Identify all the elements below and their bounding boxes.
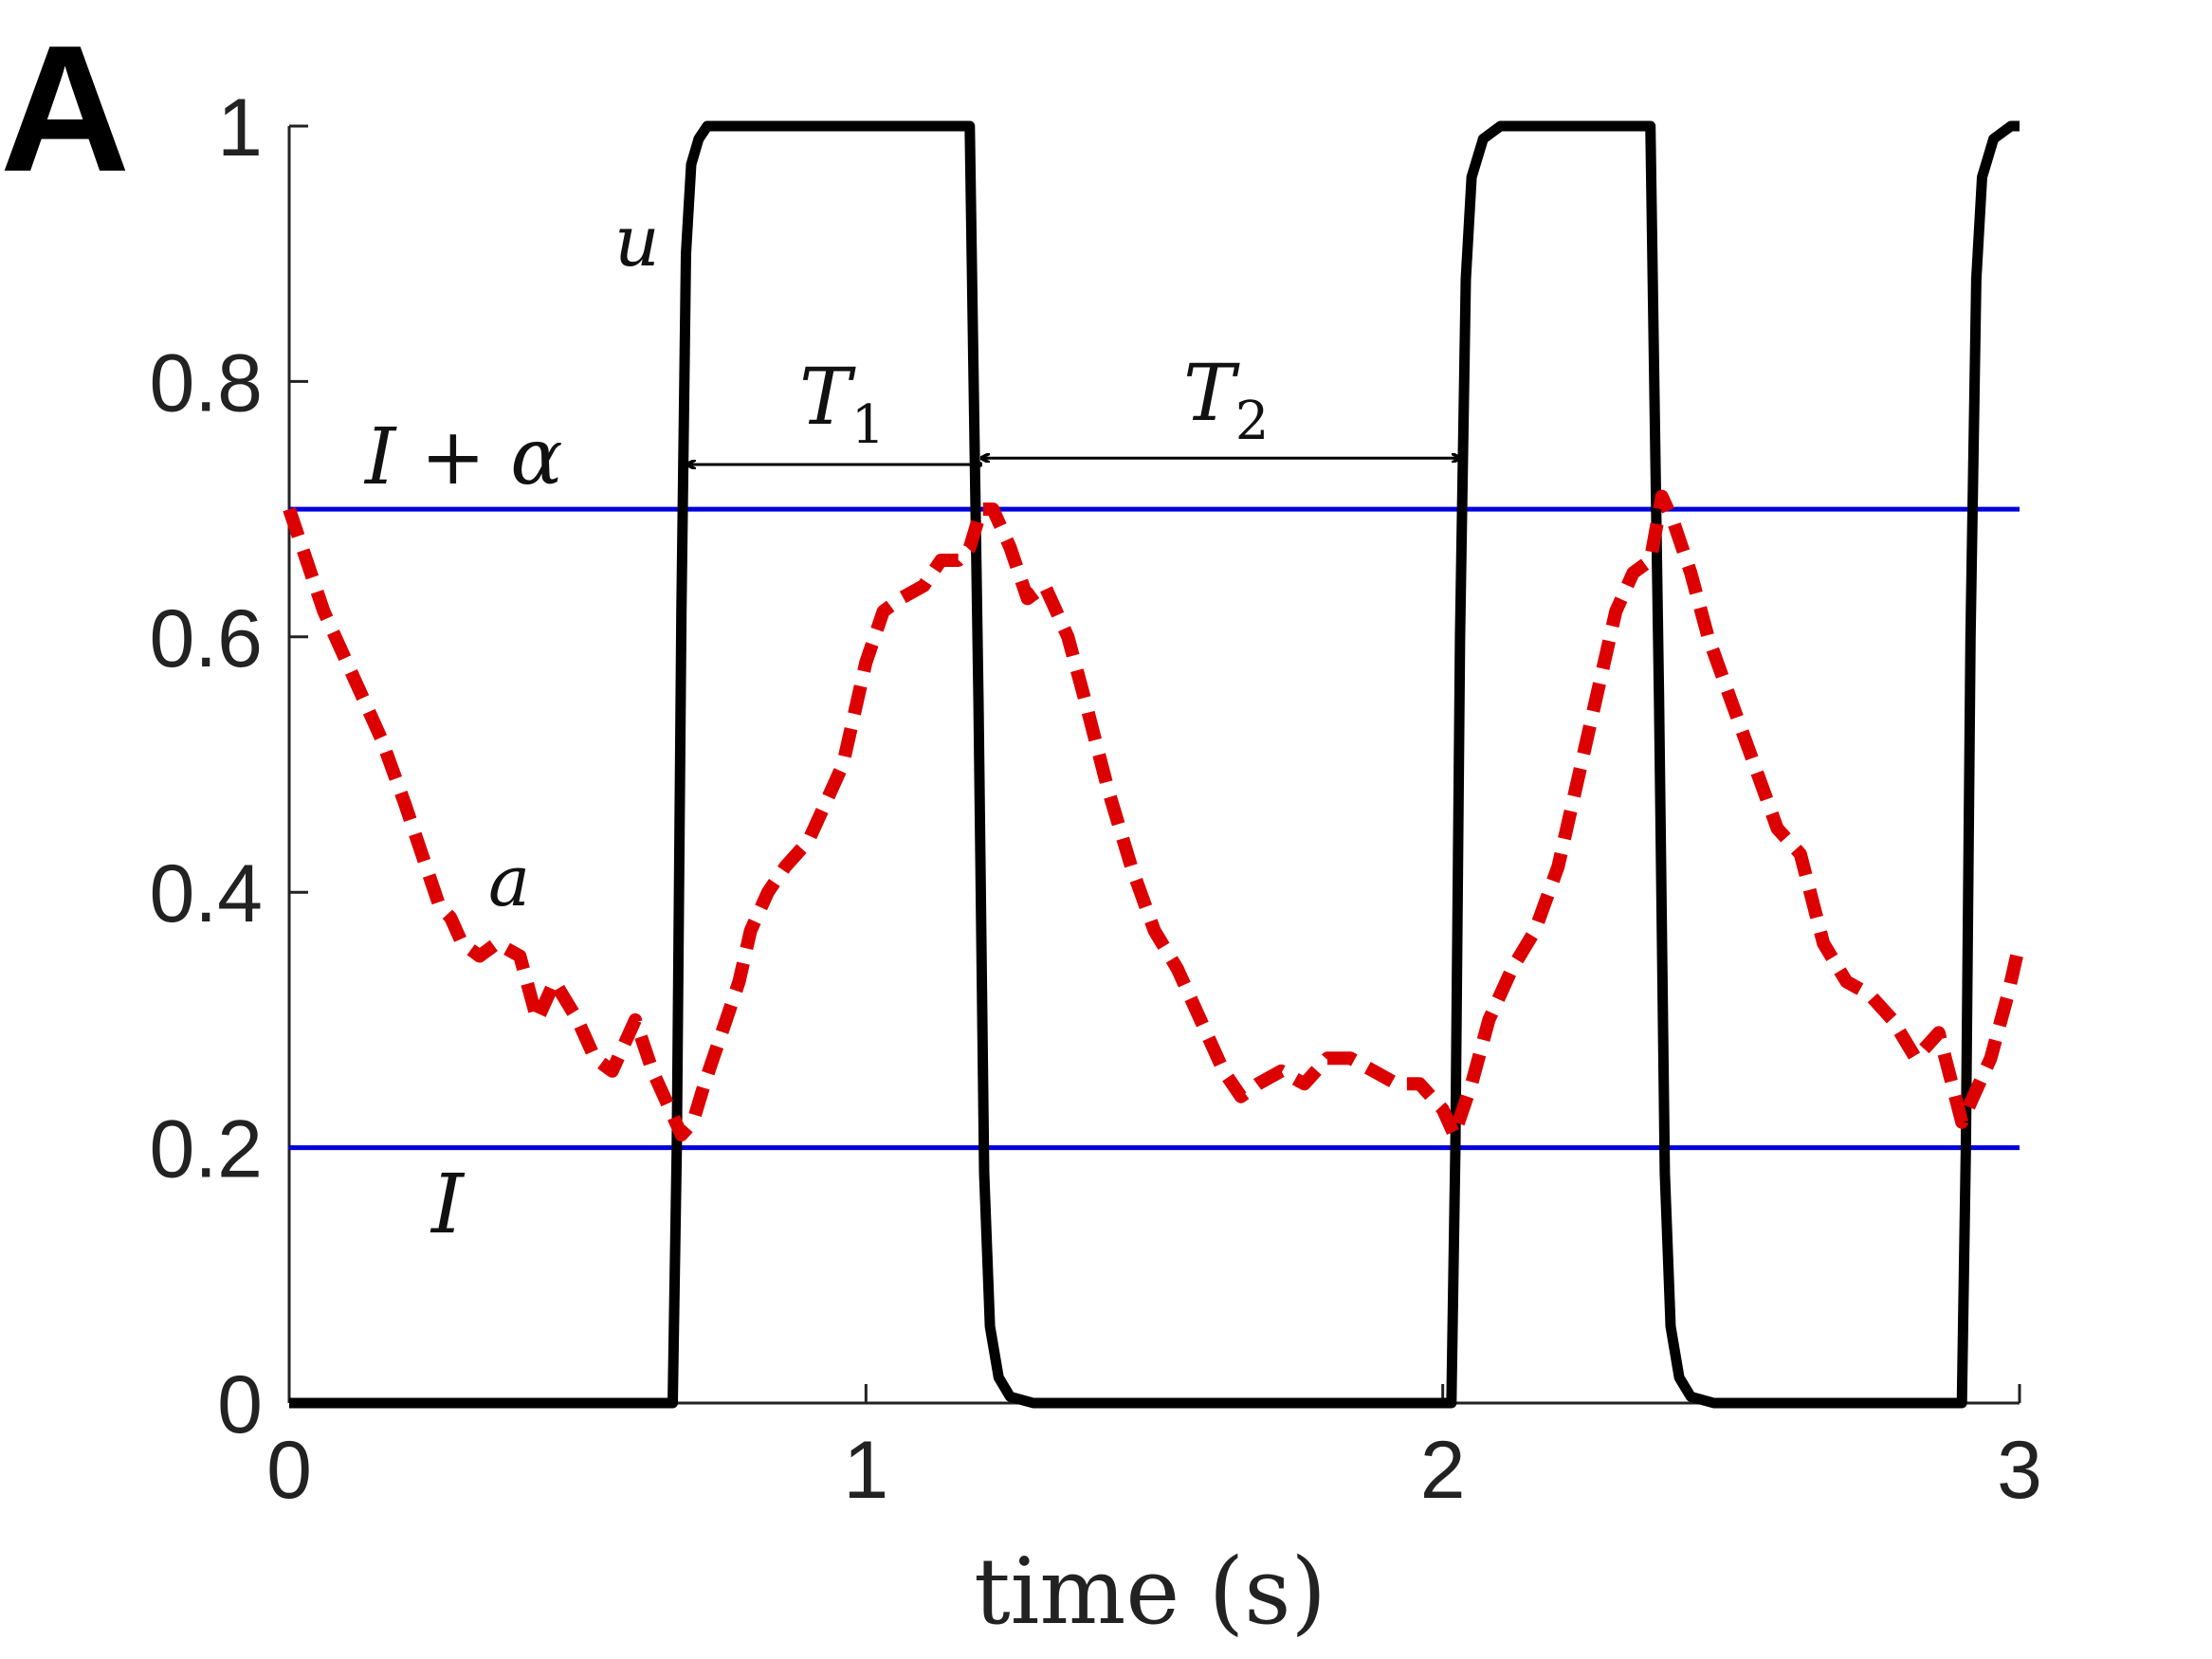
a-series-line [283,489,2026,1142]
upper-line-label: I + α [363,412,563,502]
t2-label: T2 [1183,349,1269,452]
x-tick-label: 3 [1997,1425,2042,1516]
series-layer [283,120,2026,1409]
y-tick-label: 0.8 [149,337,263,428]
x-tick-label: 1 [843,1425,888,1516]
y-tick-label: 0 [217,1359,263,1450]
y-tick-label: 0.2 [149,1104,263,1195]
axes: 0 0.2 0.4 0.6 0.8 1 0 1 2 3 [149,82,2041,1516]
u-series-line [289,120,2020,1409]
lower-line-label: I [430,1158,466,1252]
t1-label: T1 [799,353,885,456]
x-tick-label: 0 [266,1425,312,1516]
x-tick-label: 2 [1420,1425,1466,1516]
y-tick-label: 0.4 [149,848,263,939]
y-tick-label: 0.6 [149,593,263,684]
interval-arrows [687,458,1460,465]
y-tick-label: 1 [217,82,263,173]
threshold-lines [289,506,2020,1151]
panel-label: A [0,9,130,210]
x-axis-title: time (s) [974,1539,1326,1645]
u-label: u [614,201,660,283]
a-label: a [488,841,530,922]
